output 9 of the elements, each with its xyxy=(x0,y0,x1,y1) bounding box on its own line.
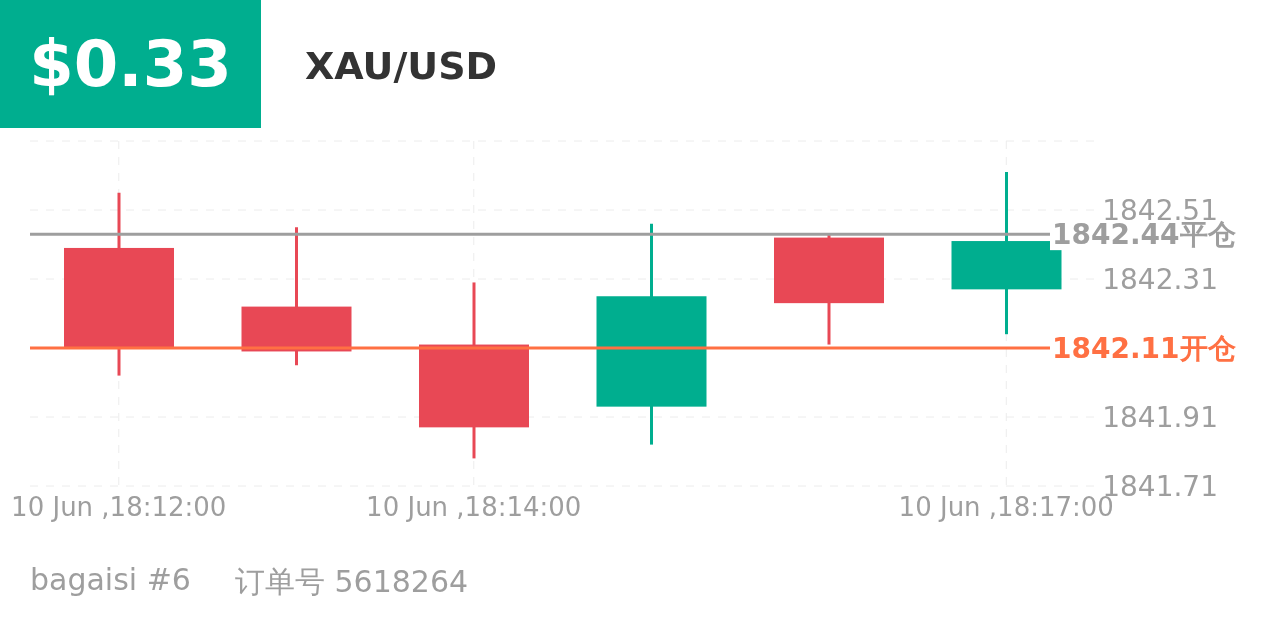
x-tick-label: 10 Jun ,18:12:00 xyxy=(11,492,227,522)
x-tick-label: 10 Jun ,18:14:00 xyxy=(366,492,582,522)
text: 订单号 5618264 xyxy=(234,563,469,601)
ref-line-label: 1842.11开仓 xyxy=(1052,332,1236,365)
y-tick-label: 1842.31 xyxy=(1102,263,1218,296)
text: bagaisi #6 xyxy=(30,562,191,599)
y-tick-label: 1841.91 xyxy=(1102,401,1218,434)
chart-subtitle: $0.33 xyxy=(29,27,232,101)
chart-title: XAU/USD xyxy=(305,44,498,88)
